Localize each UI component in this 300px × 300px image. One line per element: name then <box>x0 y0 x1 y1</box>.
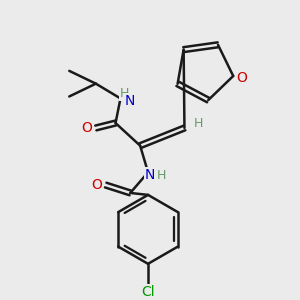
Text: H: H <box>194 116 203 130</box>
Text: N: N <box>124 94 134 108</box>
Text: H: H <box>157 169 167 182</box>
Text: N: N <box>145 168 155 182</box>
Text: O: O <box>237 71 248 85</box>
Text: Cl: Cl <box>141 285 155 299</box>
Text: H: H <box>120 87 129 100</box>
Text: O: O <box>92 178 102 192</box>
Text: O: O <box>82 121 92 135</box>
